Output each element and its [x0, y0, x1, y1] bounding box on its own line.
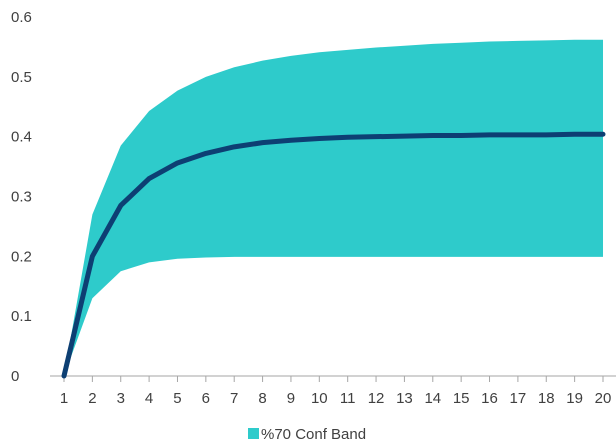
x-tick-label: 18	[538, 390, 555, 407]
x-tick-label: 15	[453, 390, 470, 407]
x-tick-label: 8	[258, 390, 266, 407]
x-tick-label: 16	[481, 390, 498, 407]
y-tick-label: 0.3	[11, 189, 32, 206]
x-tick-label: 17	[510, 390, 527, 407]
y-tick-label: 0.2	[11, 248, 32, 265]
x-tick-labels: 1 2 3 4 5 6 7 8 9 10 11 12 13 14 15 16 17 18 19 20	[60, 390, 612, 407]
x-tick-label: 14	[424, 390, 441, 407]
x-tick-label: 12	[368, 390, 385, 407]
y-tick-label: 0.1	[11, 308, 32, 325]
x-tick-label: 10	[311, 390, 328, 407]
y-tick-labels: 0 0.1 0.2 0.3 0.4 0.5 0.6	[11, 9, 32, 385]
x-tick-label: 3	[117, 390, 125, 407]
x-tick-label: 7	[230, 390, 238, 407]
legend-label: %70 Conf Band	[261, 426, 366, 443]
x-tick-label: 1	[60, 390, 68, 407]
x-tick-label: 11	[340, 390, 356, 407]
x-tick-label: 19	[566, 390, 583, 407]
y-tick-label: 0.6	[11, 9, 32, 26]
series-line-layer	[61, 131, 606, 379]
legend: %70 Conf Band	[248, 426, 366, 443]
y-tick-label: 0.5	[11, 69, 32, 86]
x-tick-label: 2	[88, 390, 96, 407]
confidence-band-area	[64, 39, 603, 377]
x-tick-label: 13	[396, 390, 413, 407]
x-tick-label: 9	[287, 390, 295, 407]
x-tick-label: 5	[173, 390, 181, 407]
series-line	[61, 131, 606, 379]
x-tick-label: 20	[595, 390, 612, 407]
confidence-band-layer	[64, 39, 603, 377]
y-tick-label: 0.4	[11, 129, 32, 146]
x-tick-label: 4	[145, 390, 153, 407]
x-tick-label: 6	[202, 390, 210, 407]
y-tick-label: 0	[11, 368, 19, 385]
x-axis	[50, 375, 616, 382]
legend-swatch	[248, 428, 259, 439]
